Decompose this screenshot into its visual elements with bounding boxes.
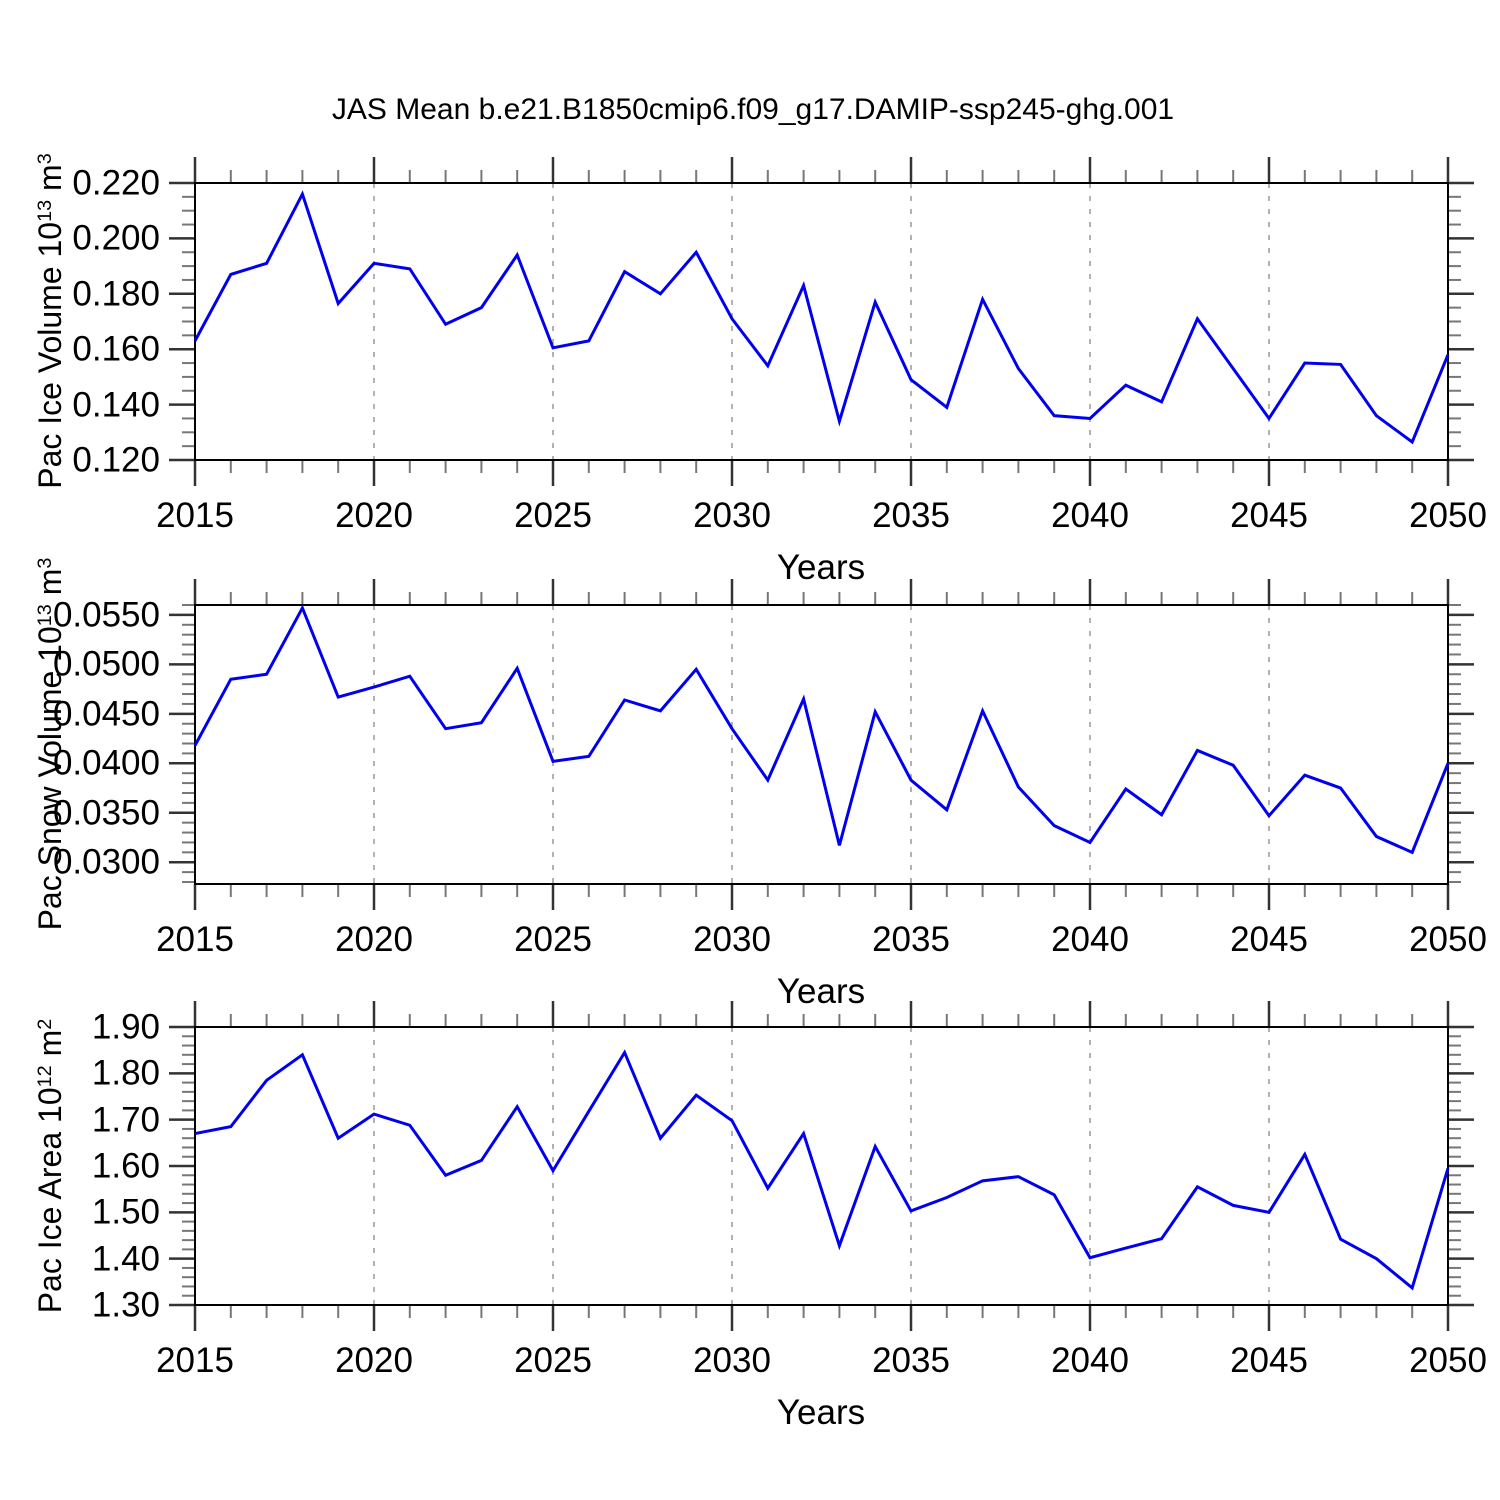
x-tick-label: 2020 <box>335 496 413 535</box>
y-tick-label: 0.0300 <box>52 842 160 882</box>
y-tick-label: 0.140 <box>72 385 160 425</box>
x-tick-label: 2020 <box>335 920 413 959</box>
y-tick-label: 0.160 <box>72 329 160 369</box>
y-tick-label: 0.120 <box>72 440 160 480</box>
y-tick-label: 0.220 <box>72 163 160 203</box>
y-tick-label: 1.70 <box>91 1100 160 1140</box>
x-tick-label: 2025 <box>514 496 592 535</box>
series-line <box>194 1049 1450 1291</box>
x-tick-label: 2040 <box>1051 920 1129 959</box>
x-tick-label: 2050 <box>1409 496 1487 535</box>
y-tick-label: 0.0450 <box>52 694 160 734</box>
series-line <box>193 604 1450 855</box>
x-tick-label: 2020 <box>335 1341 413 1380</box>
y-tick-label: 1.40 <box>91 1239 160 1279</box>
x-tick-label: 2025 <box>514 1341 592 1380</box>
x-tick-label: 2045 <box>1230 1341 1308 1380</box>
x-tick-label: 2050 <box>1409 1341 1487 1380</box>
y-tick-label: 1.30 <box>91 1285 160 1325</box>
x-axis-label-years-panel2: Years <box>776 972 866 1011</box>
x-tick-label: 2050 <box>1409 920 1487 959</box>
x-tick-label: 2015 <box>156 920 234 959</box>
x-tick-label: 2030 <box>693 496 771 535</box>
x-tick-label: 2035 <box>872 1341 950 1380</box>
x-tick-label: 2015 <box>156 1341 234 1380</box>
x-tick-label: 2035 <box>872 920 950 959</box>
plot-frame <box>194 1026 1449 1306</box>
y-tick-label: 1.90 <box>91 1007 160 1047</box>
series-line <box>193 190 1450 445</box>
y-tick-label: 0.180 <box>72 274 160 314</box>
y-tick-label: 0.0400 <box>52 743 160 783</box>
y-tick-label: 0.200 <box>72 218 160 258</box>
x-tick-label: 2040 <box>1051 1341 1129 1380</box>
y-tick-label: 0.0550 <box>52 595 160 635</box>
x-axis-label-years-panel1: Years <box>776 548 866 587</box>
x-tick-label: 2035 <box>872 496 950 535</box>
x-tick-label: 2045 <box>1230 496 1308 535</box>
x-tick-label: 2015 <box>156 496 234 535</box>
x-tick-label: 2030 <box>693 1341 771 1380</box>
y-tick-label: 0.0350 <box>52 793 160 833</box>
x-tick-label: 2040 <box>1051 496 1129 535</box>
y-tick-label: 1.60 <box>91 1146 160 1186</box>
x-tick-label: 2045 <box>1230 920 1308 959</box>
x-tick-label: 2030 <box>693 920 771 959</box>
plot-frame <box>194 182 1449 461</box>
x-tick-label: 2025 <box>514 920 592 959</box>
chart-title: JAS Mean b.e21.B1850cmip6.f09_g17.DAMIP-… <box>331 93 1175 126</box>
y-tick-label: 1.80 <box>91 1053 160 1093</box>
y-tick-label: 1.50 <box>91 1192 160 1232</box>
y-tick-label: 0.0500 <box>52 644 160 684</box>
x-axis-label-years-panel3: Years <box>776 1393 866 1432</box>
